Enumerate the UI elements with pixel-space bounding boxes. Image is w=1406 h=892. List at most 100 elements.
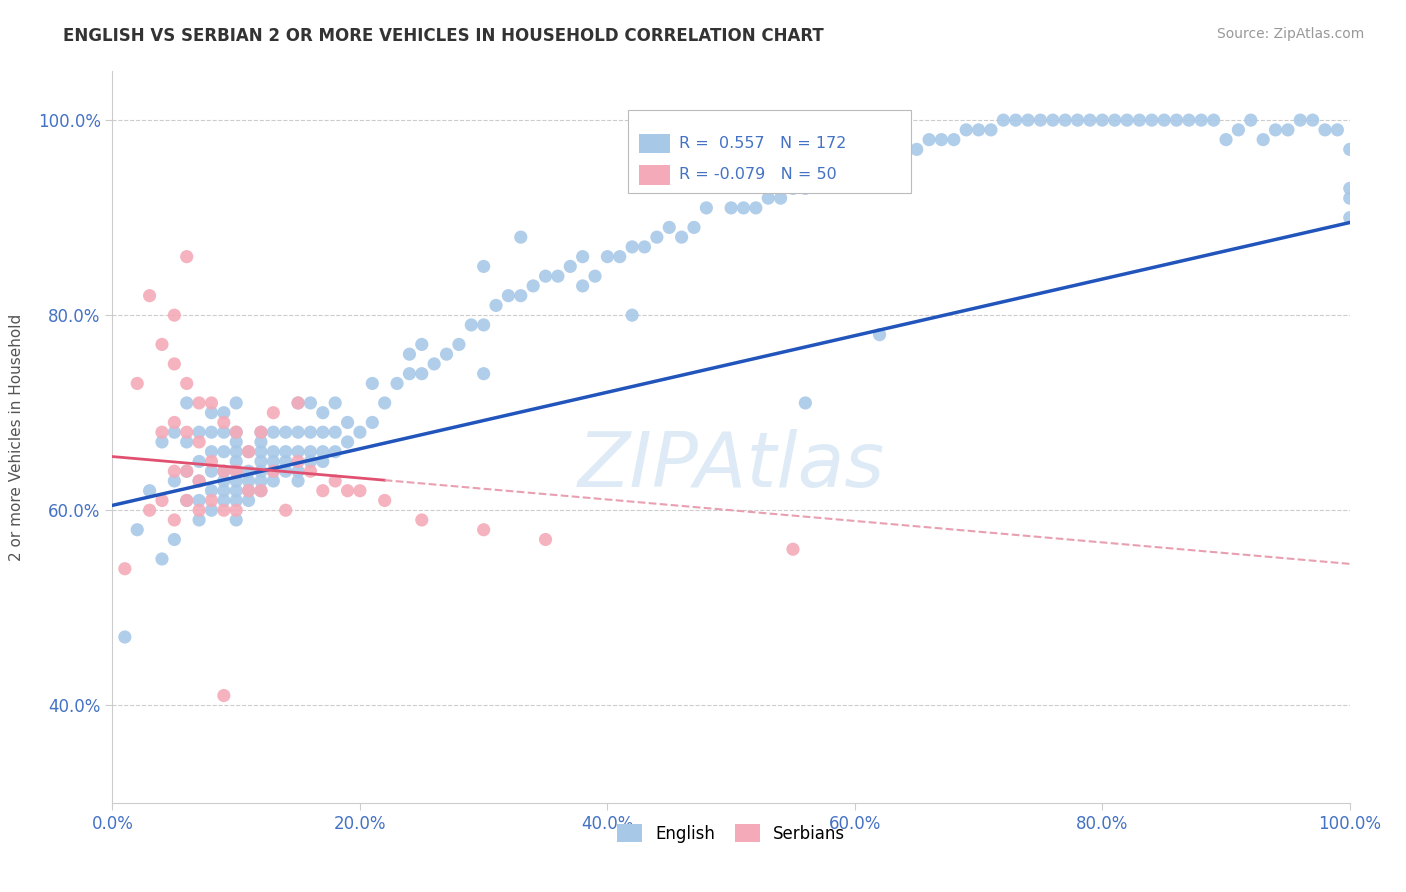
Point: [200, 493, 222, 508]
Point: [200, 396, 222, 410]
Point: [225, 474, 247, 488]
Point: [200, 406, 222, 420]
Point: [1166, 113, 1188, 128]
Point: [225, 444, 247, 458]
Point: [534, 269, 557, 284]
Point: [200, 464, 222, 478]
Point: [200, 425, 222, 440]
Point: [782, 542, 804, 557]
Point: [472, 260, 495, 274]
Point: [274, 464, 297, 478]
Point: [250, 464, 273, 478]
Point: [671, 230, 693, 244]
Point: [323, 474, 346, 488]
Point: [200, 503, 222, 517]
Point: [138, 503, 160, 517]
Point: [200, 483, 222, 498]
Point: [1004, 113, 1026, 128]
Point: [176, 434, 198, 449]
Point: [274, 425, 297, 440]
Point: [250, 483, 273, 498]
Point: [212, 406, 235, 420]
Text: Source: ZipAtlas.com: Source: ZipAtlas.com: [1216, 27, 1364, 41]
Point: [447, 337, 470, 351]
Point: [163, 533, 186, 547]
Point: [522, 279, 544, 293]
Point: [955, 123, 977, 137]
Point: [238, 493, 260, 508]
Y-axis label: 2 or more Vehicles in Household: 2 or more Vehicles in Household: [8, 313, 24, 561]
Point: [498, 288, 520, 302]
Point: [250, 444, 273, 458]
Point: [1042, 113, 1064, 128]
Point: [250, 434, 273, 449]
Point: [200, 444, 222, 458]
Point: [150, 493, 173, 508]
Point: [609, 250, 631, 264]
Point: [188, 493, 211, 508]
Point: [893, 142, 915, 156]
Point: [918, 133, 941, 147]
Point: [262, 425, 284, 440]
Text: R =  0.557   N = 172: R = 0.557 N = 172: [679, 136, 846, 151]
Point: [163, 357, 186, 371]
Point: [188, 396, 211, 410]
Point: [138, 483, 160, 498]
Point: [1128, 113, 1150, 128]
Point: [1326, 123, 1348, 137]
Point: [794, 396, 817, 410]
Point: [200, 454, 222, 468]
Point: [262, 474, 284, 488]
Point: [127, 523, 149, 537]
Point: [212, 503, 235, 517]
Point: [349, 425, 371, 440]
Point: [1339, 191, 1361, 205]
Point: [262, 464, 284, 478]
Point: [856, 152, 879, 166]
Point: [176, 464, 198, 478]
Point: [869, 152, 891, 166]
Point: [287, 474, 309, 488]
Point: [262, 464, 284, 478]
Point: [225, 503, 247, 517]
Point: [238, 483, 260, 498]
Point: [225, 425, 247, 440]
Point: [336, 483, 359, 498]
Point: [1189, 113, 1212, 128]
Point: [807, 171, 830, 186]
Point: [238, 444, 260, 458]
Point: [188, 425, 211, 440]
Point: [1227, 123, 1250, 137]
Point: [844, 161, 866, 176]
Point: [621, 240, 644, 254]
Point: [1215, 133, 1237, 147]
Point: [176, 493, 198, 508]
Point: [114, 630, 136, 644]
Point: [150, 434, 173, 449]
Point: [225, 464, 247, 478]
Point: [225, 493, 247, 508]
Point: [571, 279, 593, 293]
Point: [1078, 113, 1101, 128]
Point: [114, 562, 136, 576]
Point: [645, 230, 668, 244]
Point: [633, 240, 655, 254]
Point: [361, 416, 384, 430]
Point: [176, 250, 198, 264]
Point: [1302, 113, 1324, 128]
Point: [176, 376, 198, 391]
Point: [831, 161, 853, 176]
Point: [733, 201, 755, 215]
Text: ZIPAtlas: ZIPAtlas: [578, 429, 884, 503]
Point: [596, 250, 619, 264]
Point: [993, 113, 1015, 128]
Point: [225, 464, 247, 478]
Point: [374, 493, 396, 508]
Point: [238, 474, 260, 488]
Point: [163, 464, 186, 478]
Point: [138, 288, 160, 302]
Point: [1251, 133, 1274, 147]
Point: [225, 454, 247, 468]
Point: [942, 133, 965, 147]
Point: [176, 464, 198, 478]
